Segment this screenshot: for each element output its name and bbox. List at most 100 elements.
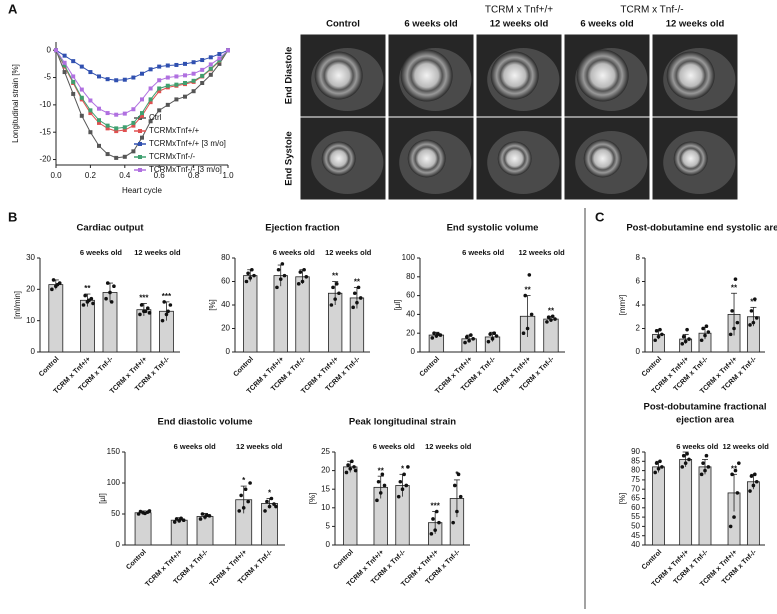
data-point — [278, 277, 283, 281]
series-marker — [191, 89, 196, 94]
series-marker — [140, 97, 144, 102]
data-point — [91, 301, 95, 306]
data-point — [681, 453, 686, 458]
data-point — [147, 509, 152, 513]
series-marker — [71, 59, 76, 64]
significance: * — [242, 476, 246, 485]
chart-title: Post-dobutamine end systolic area — [626, 223, 777, 234]
data-point — [181, 518, 186, 522]
y-tick-label: 50 — [631, 522, 640, 531]
data-point — [737, 461, 741, 465]
data-point — [205, 513, 209, 518]
group-label: 6 weeks old — [462, 248, 505, 257]
data-point — [431, 517, 435, 521]
series-marker — [165, 83, 170, 88]
x-tick-label: 0.0 — [50, 171, 62, 180]
data-point — [486, 339, 491, 344]
data-point — [704, 453, 709, 458]
data-point — [179, 516, 183, 521]
data-point — [730, 472, 734, 477]
series-marker — [157, 108, 162, 113]
series-marker — [148, 119, 153, 124]
group-label: 6 weeks old — [676, 442, 719, 451]
series-marker — [105, 111, 110, 116]
data-point — [703, 468, 707, 473]
data-point — [701, 326, 705, 331]
mri-row-label: End Diastole — [284, 47, 295, 105]
data-point — [735, 491, 740, 495]
data-point — [166, 309, 170, 314]
data-point — [246, 499, 250, 504]
data-point — [654, 461, 659, 465]
y-axis-label: [%] — [208, 299, 217, 311]
data-point — [681, 334, 686, 339]
y-tick-label: 0 — [116, 540, 121, 549]
x-tick-label: Control — [641, 356, 664, 379]
legend-marker — [138, 142, 142, 146]
mri-column-label: Control — [326, 19, 360, 30]
series-marker — [191, 71, 196, 76]
data-point — [687, 337, 691, 341]
y-tick-label: 25 — [321, 447, 330, 456]
data-point — [429, 532, 434, 536]
legend-marker — [138, 129, 142, 133]
data-point — [730, 309, 734, 313]
data-point — [252, 273, 256, 278]
data-point — [276, 267, 281, 272]
data-point — [455, 509, 459, 514]
series-marker — [165, 75, 170, 80]
series-marker — [114, 126, 119, 131]
y-tick-label: -20 — [39, 155, 51, 164]
data-point — [51, 278, 56, 282]
data-point — [138, 509, 143, 514]
data-point — [753, 297, 757, 301]
data-point — [658, 327, 662, 332]
y-tick-label: 80 — [221, 253, 230, 262]
data-point — [749, 474, 754, 478]
y-tick-label: -10 — [39, 100, 51, 109]
data-point — [549, 318, 553, 322]
data-point — [683, 461, 688, 465]
data-point — [334, 282, 339, 286]
significance: *** — [430, 502, 440, 511]
data-point — [333, 297, 337, 301]
data-point — [732, 326, 736, 331]
data-point — [469, 333, 473, 337]
y-tick-label: 8 — [636, 253, 641, 262]
series-marker — [97, 106, 101, 111]
data-point — [274, 504, 278, 509]
mri-heart — [321, 141, 356, 176]
y-axis-label: [%] — [308, 493, 317, 505]
series-marker — [105, 126, 110, 131]
series-marker — [157, 78, 162, 83]
y-tick-label: 40 — [221, 300, 230, 309]
mri-heart — [497, 141, 532, 176]
data-point — [658, 459, 662, 464]
data-point — [733, 277, 738, 281]
y-tick-label: 0 — [226, 347, 231, 356]
series-marker — [97, 120, 101, 125]
data-point — [660, 332, 664, 337]
data-point — [160, 318, 165, 323]
data-point — [351, 305, 355, 310]
mri-heart — [314, 51, 363, 100]
data-point — [353, 468, 358, 473]
data-point — [653, 470, 657, 475]
data-point — [337, 291, 341, 296]
significance: ** — [332, 272, 339, 281]
data-point — [304, 275, 309, 279]
bar — [196, 516, 214, 546]
y-tick-label: 75 — [631, 475, 640, 484]
mri-heart — [407, 139, 446, 178]
data-point — [656, 334, 661, 339]
y-tick-label: 0 — [636, 347, 641, 356]
bar — [343, 466, 358, 546]
data-point — [138, 312, 142, 317]
data-point — [241, 506, 246, 510]
series-marker — [183, 61, 187, 66]
data-point — [680, 465, 685, 469]
bar — [679, 459, 693, 546]
data-point — [687, 457, 691, 462]
chart-title: Cardiac output — [76, 223, 144, 234]
